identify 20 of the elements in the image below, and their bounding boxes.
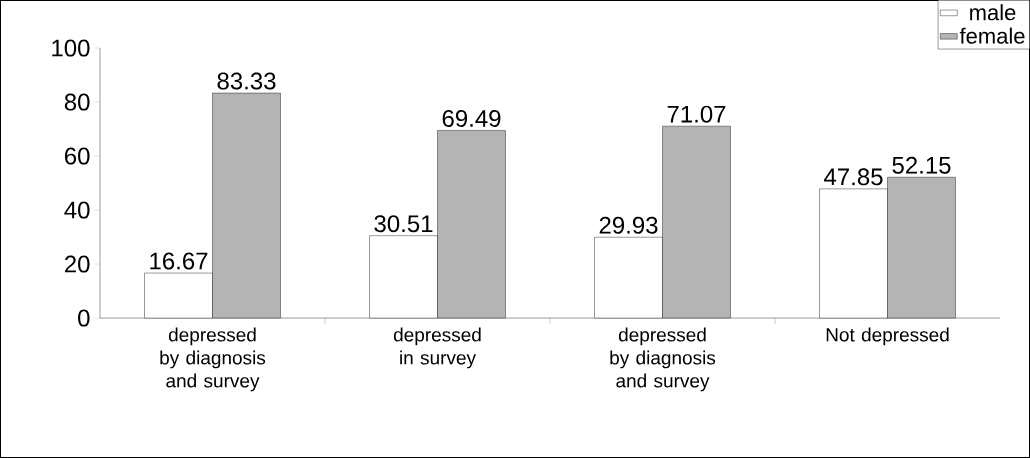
data-label: 29.93 xyxy=(599,216,658,234)
y-tick-label: 60 xyxy=(65,147,90,165)
x-tick-label: depressed by diagnosis and survey xyxy=(610,327,716,392)
data-label: 71.07 xyxy=(667,105,726,123)
legend-label: female xyxy=(959,27,1025,44)
data-label: 16.67 xyxy=(150,252,208,270)
x-tick-label: depressed by diagnosis and survey xyxy=(160,327,266,392)
data-label: 52.15 xyxy=(892,156,951,174)
legend-label: male xyxy=(970,4,1016,21)
y-tick-label: 20 xyxy=(64,255,90,273)
data-label: 30.51 xyxy=(374,215,433,233)
data-label: 69.49 xyxy=(442,109,501,127)
y-tick-label: 0 xyxy=(78,309,90,327)
data-label: 47.85 xyxy=(824,168,883,186)
y-tick-label: 80 xyxy=(64,93,90,111)
y-tick-label: 40 xyxy=(64,201,90,219)
x-tick-label: depressed in survey xyxy=(393,327,481,369)
data-label: 83.33 xyxy=(217,72,276,90)
x-tick-label: Not depressed xyxy=(826,327,949,346)
y-tick-label: 100 xyxy=(52,39,90,57)
